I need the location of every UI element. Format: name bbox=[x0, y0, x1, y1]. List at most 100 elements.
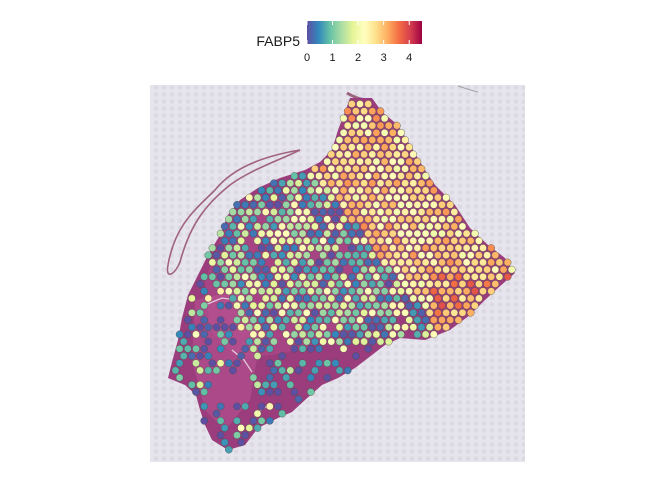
spot-point bbox=[401, 265, 409, 274]
spot-point bbox=[237, 323, 245, 332]
spot-point bbox=[216, 316, 225, 324]
spot-point bbox=[311, 222, 319, 231]
spot-point bbox=[429, 244, 438, 252]
spot-point bbox=[249, 344, 258, 353]
spot-point bbox=[380, 272, 389, 281]
spot-point bbox=[257, 416, 266, 425]
spot-point bbox=[294, 179, 303, 187]
spot-point bbox=[442, 193, 450, 202]
spot-point bbox=[286, 179, 295, 187]
spot-point bbox=[220, 236, 229, 245]
spot-point bbox=[319, 251, 327, 259]
spot-point bbox=[388, 200, 397, 209]
spot-point bbox=[442, 323, 450, 332]
spot-point bbox=[204, 251, 213, 259]
spot-point bbox=[380, 172, 389, 180]
spot-point bbox=[319, 236, 327, 245]
spot-point bbox=[462, 301, 471, 310]
spot-point bbox=[270, 208, 278, 216]
spot-point bbox=[462, 244, 471, 252]
spot-point bbox=[393, 179, 401, 187]
spot-point bbox=[356, 157, 364, 166]
spot-point bbox=[413, 200, 422, 209]
spot-point bbox=[257, 330, 266, 339]
spot-point bbox=[323, 258, 332, 267]
spot-point bbox=[212, 265, 221, 274]
spot-point bbox=[343, 308, 352, 317]
spot-point bbox=[397, 215, 405, 223]
spot-point bbox=[311, 164, 319, 173]
spot-point bbox=[216, 402, 225, 411]
spot-point bbox=[237, 280, 245, 288]
spot-point bbox=[175, 373, 184, 382]
spot-point bbox=[409, 179, 418, 187]
spot-point bbox=[319, 193, 327, 202]
spot-point bbox=[311, 265, 319, 274]
spot-point bbox=[343, 193, 352, 202]
spot-point bbox=[200, 316, 208, 324]
spot-point bbox=[229, 294, 237, 303]
spot-point bbox=[462, 258, 471, 267]
spot-point bbox=[335, 251, 344, 259]
spot-point bbox=[241, 258, 249, 267]
spot-point bbox=[364, 272, 373, 281]
spot-point bbox=[233, 272, 241, 281]
spot-point bbox=[372, 172, 381, 180]
spot-point bbox=[364, 100, 373, 108]
spot-point bbox=[331, 186, 340, 195]
spot-point bbox=[421, 186, 430, 195]
spot-point bbox=[380, 215, 389, 223]
spot-point bbox=[425, 236, 434, 245]
spot-point bbox=[479, 244, 487, 252]
spot-point bbox=[384, 193, 393, 202]
spot-point bbox=[274, 359, 282, 368]
spot-point bbox=[274, 229, 282, 238]
spot-point bbox=[306, 287, 315, 296]
spot-point bbox=[270, 222, 278, 231]
spot-point bbox=[458, 308, 467, 317]
spot-point bbox=[372, 301, 381, 310]
spot-point bbox=[306, 186, 315, 195]
spot-point bbox=[253, 352, 262, 360]
spot-point bbox=[356, 128, 364, 137]
spot-point bbox=[274, 301, 282, 310]
spot-point bbox=[442, 265, 450, 274]
spot-point bbox=[335, 236, 344, 245]
spot-point bbox=[393, 323, 401, 332]
spot-point bbox=[298, 344, 307, 353]
spot-point bbox=[417, 251, 426, 259]
spot-point bbox=[458, 280, 467, 288]
spot-point bbox=[438, 287, 446, 296]
spot-point bbox=[352, 150, 360, 159]
spot-point bbox=[376, 294, 385, 303]
spot-point bbox=[270, 323, 278, 332]
spot-point bbox=[384, 164, 393, 173]
spot-point bbox=[352, 164, 360, 173]
spot-point bbox=[298, 200, 307, 209]
legend-tick-label: 0 bbox=[304, 52, 310, 64]
spot-point bbox=[220, 323, 229, 332]
spot-point bbox=[380, 316, 389, 324]
spot-point bbox=[446, 244, 455, 252]
spot-point bbox=[253, 424, 262, 432]
spot-point bbox=[393, 251, 401, 259]
spot-point bbox=[208, 359, 217, 368]
spot-point bbox=[368, 136, 377, 144]
spot-point bbox=[294, 366, 303, 375]
spot-point bbox=[282, 200, 291, 209]
spot-point bbox=[282, 330, 291, 339]
spot-point bbox=[290, 244, 299, 252]
spot-point bbox=[270, 280, 278, 288]
spot-point bbox=[204, 294, 213, 303]
spot-point bbox=[245, 337, 254, 346]
spot-point bbox=[306, 316, 315, 324]
spot-point bbox=[360, 308, 368, 317]
spot-point bbox=[220, 438, 229, 447]
spot-point bbox=[405, 258, 414, 267]
spot-point bbox=[421, 258, 430, 267]
spot-point bbox=[237, 208, 245, 216]
spot-point bbox=[249, 215, 258, 223]
spot-point bbox=[249, 301, 258, 310]
spot-point bbox=[405, 229, 414, 238]
